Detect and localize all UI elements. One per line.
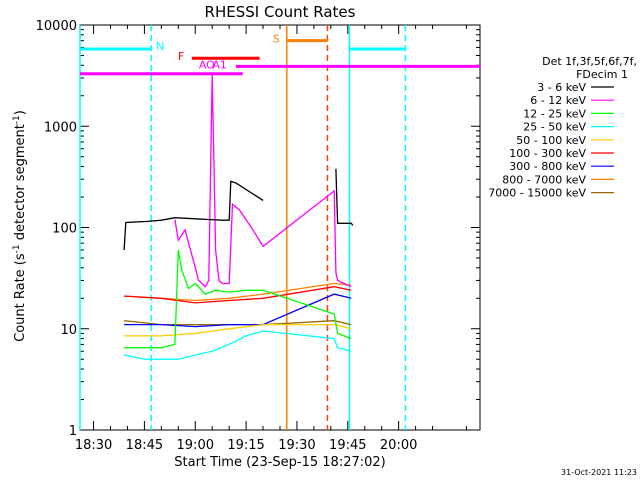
y-tick-label: 1 [69, 424, 77, 439]
y-axis-label-part: Count Rate (s [13, 253, 28, 342]
y-axis-label-superscript: -1 [12, 244, 22, 253]
legend-entry-label: 300 - 800 keV [509, 160, 586, 173]
chart-title: RHESSI Count Rates [205, 3, 356, 21]
attenuator-label: AO [199, 58, 215, 71]
x-tick-label: 18:45 [126, 438, 163, 453]
legend-header-decimation: FDecim 1 [576, 68, 628, 81]
series-line [124, 293, 352, 328]
flag-label: F [178, 50, 184, 63]
legend-entry-label: 800 - 7000 keV [502, 173, 586, 186]
legend-entry-label: 12 - 25 keV [523, 107, 586, 120]
x-tick-label: 20:00 [380, 438, 417, 453]
y-tick-label: 100 [52, 222, 77, 237]
x-tick-label: 19:30 [278, 438, 315, 453]
legend-entry-label: 25 - 50 keV [523, 121, 586, 134]
x-tick-label: 19:15 [227, 438, 264, 453]
series-line [124, 249, 352, 349]
y-axis-label: Count Rate (s-1 detector segment-1) [12, 110, 28, 342]
series-group [123, 73, 354, 360]
legend: Det 1f,3f,5f,6f,7f, FDecim 1 3 - 6 keV6 … [488, 55, 637, 200]
x-tick-label: 18:30 [75, 438, 112, 453]
y-tick-label: 1000 [44, 120, 77, 135]
y-tick-label: 10 [60, 323, 77, 338]
series-line [124, 286, 352, 304]
plot-area: 1 10 100 1000 10000 18:30 18:45 19:00 19:15 19:30… [36, 19, 481, 453]
legend-entry-label: 6 - 12 keV [530, 94, 586, 107]
y-tick-label: 10000 [36, 19, 77, 34]
plot-frame [79, 24, 481, 431]
y-axis-label-part: detector segment [13, 124, 28, 244]
footer-timestamp: 31-Oct-2021 11:23 [561, 468, 637, 477]
legend-header-detectors: Det 1f,3f,5f,6f,7f, [542, 55, 637, 68]
series-line [123, 168, 354, 251]
x-tick-label: 19:00 [177, 438, 214, 453]
x-tick-label: 19:45 [329, 438, 366, 453]
legend-entry-label: 50 - 100 keV [516, 134, 586, 147]
attenuator-label: A1 [212, 58, 227, 71]
y-axis-label-superscript: -1 [12, 115, 22, 124]
flag-label: S [273, 33, 280, 46]
series-line [124, 323, 352, 337]
flag-label: N [156, 40, 164, 53]
series-line [123, 330, 352, 360]
y-axis-label-part: ) [13, 110, 28, 115]
series-line [174, 73, 352, 288]
legend-entry-label: 3 - 6 keV [537, 81, 586, 94]
x-axis-label: Start Time (23-Sep-15 18:27:02) [174, 455, 385, 470]
legend-entry-label: 100 - 300 keV [509, 147, 586, 160]
legend-entry-label: 7000 - 15000 keV [488, 187, 586, 200]
